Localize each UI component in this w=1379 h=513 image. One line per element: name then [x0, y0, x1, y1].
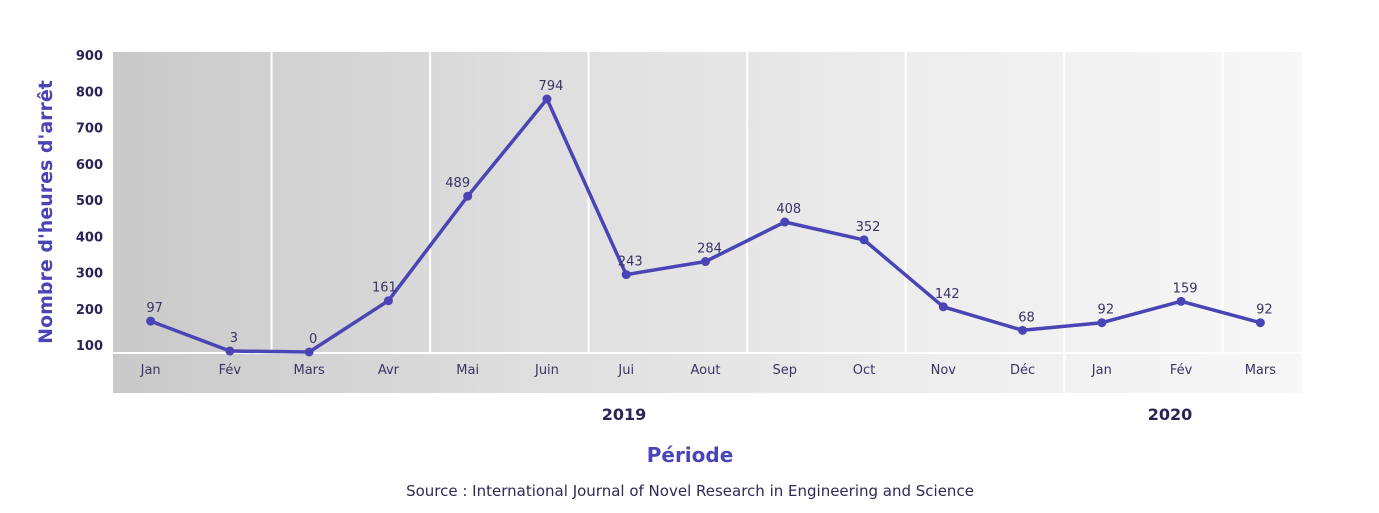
data-point	[1255, 318, 1265, 328]
y-tick-label: 600	[76, 158, 103, 173]
y-tick-label: 200	[76, 303, 103, 318]
column-separators	[270, 52, 1224, 393]
data-label: 161	[372, 281, 397, 296]
y-tick-label: 800	[76, 85, 103, 100]
x-tick-label: Fév	[1170, 363, 1193, 378]
year-label: 2020	[1148, 405, 1193, 424]
data-point	[701, 257, 710, 267]
data-point	[1097, 318, 1107, 328]
x-tick-label: Jan	[140, 363, 161, 378]
data-point	[304, 347, 314, 357]
plot-background	[113, 52, 1302, 393]
data-label: 3	[230, 331, 238, 346]
x-axis-title: Période	[647, 443, 734, 467]
x-tick-label: Jan	[1091, 363, 1112, 378]
data-point	[859, 235, 869, 245]
data-label: 159	[1173, 281, 1198, 296]
data-point	[463, 191, 473, 201]
y-tick-label: 400	[76, 230, 103, 245]
data-point	[225, 346, 235, 356]
y-tick-label: 700	[76, 122, 103, 137]
x-tick-label: Mars	[1245, 363, 1277, 378]
data-label: 284	[697, 242, 722, 257]
x-tick-label: Déc	[1010, 363, 1035, 378]
data-label: 0	[309, 332, 317, 347]
data-label: 489	[445, 176, 470, 191]
data-label: 794	[539, 79, 564, 94]
source-note: Source : International Journal of Novel …	[406, 482, 974, 500]
y-tick-label: 100	[76, 339, 103, 354]
data-points	[146, 94, 1265, 357]
data-point	[1176, 296, 1186, 306]
data-point	[1018, 325, 1028, 335]
x-tick-label: Mai	[456, 363, 479, 378]
x-tick-label: Oct	[853, 363, 875, 378]
data-label: 408	[776, 202, 801, 217]
x-tick-label: Jui	[617, 363, 634, 378]
y-axis-ticks: 900 800 700 600 500 400 300 200 100	[76, 49, 103, 354]
data-point	[780, 217, 790, 227]
data-label: 97	[146, 301, 163, 316]
y-axis-title: Nombre d'heures d'arrêt	[35, 80, 57, 344]
x-tick-label: Aout	[691, 363, 721, 378]
x-tick-label: Juin	[534, 363, 559, 378]
data-label: 92	[1098, 303, 1115, 318]
data-label: 142	[935, 287, 960, 302]
data-point	[383, 296, 393, 306]
data-label: 243	[618, 255, 643, 270]
y-tick-label: 900	[76, 49, 103, 64]
x-tick-label: Fév	[219, 363, 242, 378]
data-point	[542, 94, 552, 104]
y-tick-label: 300	[76, 267, 103, 282]
data-point	[621, 270, 631, 280]
x-axis-ticks: Jan Fév Mars Avr Mai Juin Jui Aout Sep Oct Nov Déc J…	[140, 363, 1277, 378]
data-label: 352	[856, 220, 881, 235]
x-tick-label: Nov	[931, 363, 957, 378]
x-tick-label: Sep	[773, 363, 798, 378]
x-tick-label: Avr	[378, 363, 400, 378]
year-label: 2019	[602, 405, 647, 424]
data-point	[146, 316, 156, 326]
data-labels: 97 3 0 161 489 794 243 284 408 352 142 68 92 159 92	[146, 79, 1272, 347]
y-tick-label: 500	[76, 194, 103, 209]
data-label: 68	[1018, 310, 1035, 325]
data-point	[938, 302, 948, 312]
year-labels: 2019 2020	[602, 405, 1193, 424]
x-tick-label: Mars	[294, 363, 326, 378]
data-label: 92	[1256, 303, 1273, 318]
